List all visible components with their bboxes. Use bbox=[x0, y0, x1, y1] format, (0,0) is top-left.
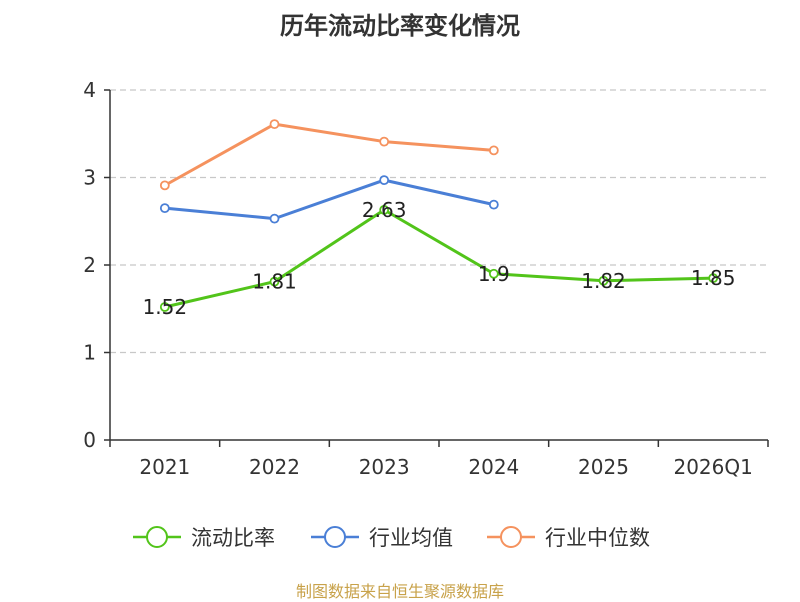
data-point bbox=[159, 203, 170, 214]
data-label: 1.52 bbox=[143, 295, 188, 319]
source-footer: 制图数据来自恒生聚源数据库 bbox=[295, 582, 504, 601]
series-line-0 bbox=[164, 208, 714, 309]
y-tick-label: 2 bbox=[83, 253, 96, 277]
data-label: 2.63 bbox=[362, 198, 407, 222]
series-line-1 bbox=[164, 178, 495, 221]
data-label: 1.9 bbox=[478, 262, 510, 286]
data-point bbox=[159, 180, 170, 191]
series-line-2 bbox=[164, 122, 494, 187]
data-point bbox=[269, 276, 280, 287]
y-tick-label: 3 bbox=[83, 166, 96, 190]
axes: 0 1 2 3 4 2021 2022 2023 2024 2025 2026Q1 bbox=[83, 78, 769, 479]
legend: 流动比率 行业均值 行业中位数 bbox=[133, 526, 650, 550]
legend-label: 行业均值 bbox=[369, 526, 453, 550]
data-point bbox=[379, 136, 390, 147]
data-point bbox=[269, 213, 280, 224]
y-tick-label: 1 bbox=[83, 341, 96, 365]
data-point bbox=[159, 302, 170, 312]
data-point bbox=[488, 268, 499, 279]
y-tick-label: 4 bbox=[83, 78, 96, 102]
x-tick-label: 2022 bbox=[249, 455, 300, 479]
data-labels: 1.52 1.81 2.63 1.9 1.82 1.85 bbox=[143, 198, 736, 319]
data-point bbox=[379, 204, 390, 215]
data-label: 1.81 bbox=[252, 270, 297, 294]
data-point bbox=[269, 119, 280, 130]
y-tick-label: 0 bbox=[83, 428, 96, 452]
legend-label: 流动比率 bbox=[191, 526, 275, 550]
chart-title: 历年流动比率变化情况 bbox=[280, 12, 520, 40]
data-point bbox=[488, 145, 499, 156]
grid-lines bbox=[110, 89, 768, 354]
x-tick-label: 2021 bbox=[139, 455, 190, 479]
x-tick-label: 2025 bbox=[578, 455, 629, 479]
data-point bbox=[379, 175, 390, 186]
x-tick-label: 2024 bbox=[468, 455, 519, 479]
data-point bbox=[598, 275, 609, 286]
data-label: 1.85 bbox=[691, 266, 736, 290]
x-tick-label: 2023 bbox=[359, 455, 410, 479]
legend-label: 行业中位数 bbox=[545, 526, 650, 550]
series-lines bbox=[159, 119, 719, 312]
legend-marker bbox=[324, 526, 346, 548]
data-label: 1.82 bbox=[581, 269, 626, 293]
data-point bbox=[488, 199, 499, 210]
data-point bbox=[708, 273, 719, 284]
legend-marker bbox=[500, 526, 522, 548]
legend-marker bbox=[146, 526, 168, 548]
x-tick-label: 2026Q1 bbox=[673, 455, 752, 479]
